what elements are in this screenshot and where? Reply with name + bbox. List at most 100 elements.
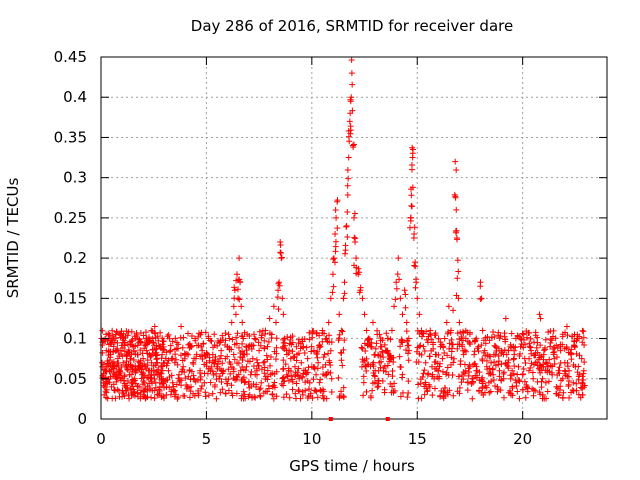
data-point-cluster (301, 350, 308, 357)
data-point (238, 303, 245, 310)
data-point-cluster (436, 363, 443, 370)
data-point-cluster (448, 336, 455, 343)
data-point-cluster (229, 336, 236, 343)
data-point-cluster (422, 379, 429, 386)
x-tick-label: 15 (408, 430, 427, 448)
data-point-cluster (264, 356, 271, 363)
data-point-cluster (118, 351, 125, 358)
data-point-cluster (419, 333, 426, 340)
data-point-cluster (573, 387, 580, 394)
data-point (228, 319, 235, 326)
data-point-cluster (316, 342, 323, 349)
data-point-cluster (296, 388, 303, 395)
data-point-cluster (435, 367, 442, 374)
data-point-cluster (581, 341, 588, 348)
data-point-cluster (409, 203, 416, 210)
data-point-cluster (148, 378, 155, 385)
data-point (348, 94, 355, 101)
data-point-cluster (385, 371, 392, 378)
data-point-cluster (339, 328, 346, 335)
data-point-cluster (573, 350, 580, 357)
data-point-cluster (275, 306, 282, 313)
data-point-cluster (295, 350, 302, 357)
data-point-cluster (381, 386, 388, 393)
data-point-cluster (360, 392, 367, 399)
data-point-cluster (504, 363, 511, 370)
data-point-cluster (181, 392, 188, 399)
data-point-cluster (131, 392, 138, 399)
data-point-cluster (378, 358, 385, 365)
data-point-cluster (154, 333, 161, 340)
axis-marker (385, 417, 390, 421)
data-point-cluster (497, 387, 504, 394)
data-point-cluster (512, 344, 519, 351)
data-point-cluster (331, 259, 338, 266)
data-point-cluster (495, 329, 502, 336)
data-point-cluster (545, 378, 552, 385)
data-point-cluster (130, 386, 137, 393)
data-point-cluster (211, 360, 218, 367)
data-point (239, 319, 246, 326)
data-point-cluster (172, 351, 179, 358)
data-point-cluster (252, 336, 259, 343)
data-point (367, 343, 374, 350)
data-point-cluster (527, 335, 534, 342)
data-point-cluster (565, 378, 572, 385)
data-point-cluster (567, 349, 574, 356)
data-point-cluster (137, 347, 144, 354)
data-point-cluster (273, 344, 280, 351)
data-point-cluster (500, 394, 507, 401)
data-point-cluster (280, 366, 287, 373)
data-point (287, 355, 294, 362)
data-point-cluster (146, 334, 153, 341)
data-point-cluster (466, 368, 473, 375)
data-point (304, 355, 311, 362)
data-point-cluster (128, 338, 135, 345)
data-point-cluster (125, 346, 132, 353)
data-point-cluster (277, 241, 284, 248)
data-point-cluster (120, 377, 127, 384)
data-point-cluster (257, 385, 264, 392)
data-point (345, 154, 352, 161)
data-point (439, 355, 446, 362)
data-point (478, 295, 485, 302)
data-point-cluster (231, 284, 238, 291)
data-point-cluster (551, 361, 558, 368)
data-point-cluster (530, 392, 537, 399)
data-point (542, 379, 549, 386)
data-point (327, 295, 334, 302)
data-point (266, 315, 273, 322)
data-point-cluster (396, 353, 403, 360)
data-point-cluster (166, 335, 173, 342)
data-point-cluster (537, 391, 544, 398)
data-point-cluster (580, 376, 587, 383)
data-point-cluster (322, 336, 329, 343)
data-point-cluster (173, 356, 180, 363)
data-point (490, 371, 497, 378)
data-point-cluster (253, 371, 260, 378)
data-point (143, 347, 150, 354)
data-point-cluster (495, 361, 502, 368)
data-point-cluster (516, 378, 523, 385)
x-tick-label: 10 (302, 430, 321, 448)
data-point (264, 343, 271, 350)
data-point-cluster (288, 372, 295, 379)
data-point (235, 295, 242, 302)
data-point-cluster (418, 351, 425, 358)
data-point-cluster (225, 331, 232, 338)
data-point-cluster (310, 376, 317, 383)
data-point-cluster (252, 394, 259, 401)
data-point (332, 230, 339, 237)
data-point-cluster (202, 393, 209, 400)
data-point-cluster (429, 371, 436, 378)
data-point-cluster (200, 340, 207, 347)
data-point-cluster (534, 334, 541, 341)
data-point-cluster (344, 208, 351, 215)
data-point-cluster (314, 394, 321, 401)
data-point-cluster (490, 329, 497, 336)
data-point-cluster (256, 392, 263, 399)
data-point-cluster (110, 358, 117, 365)
data-point-cluster (293, 343, 300, 350)
data-point-cluster (405, 378, 412, 385)
